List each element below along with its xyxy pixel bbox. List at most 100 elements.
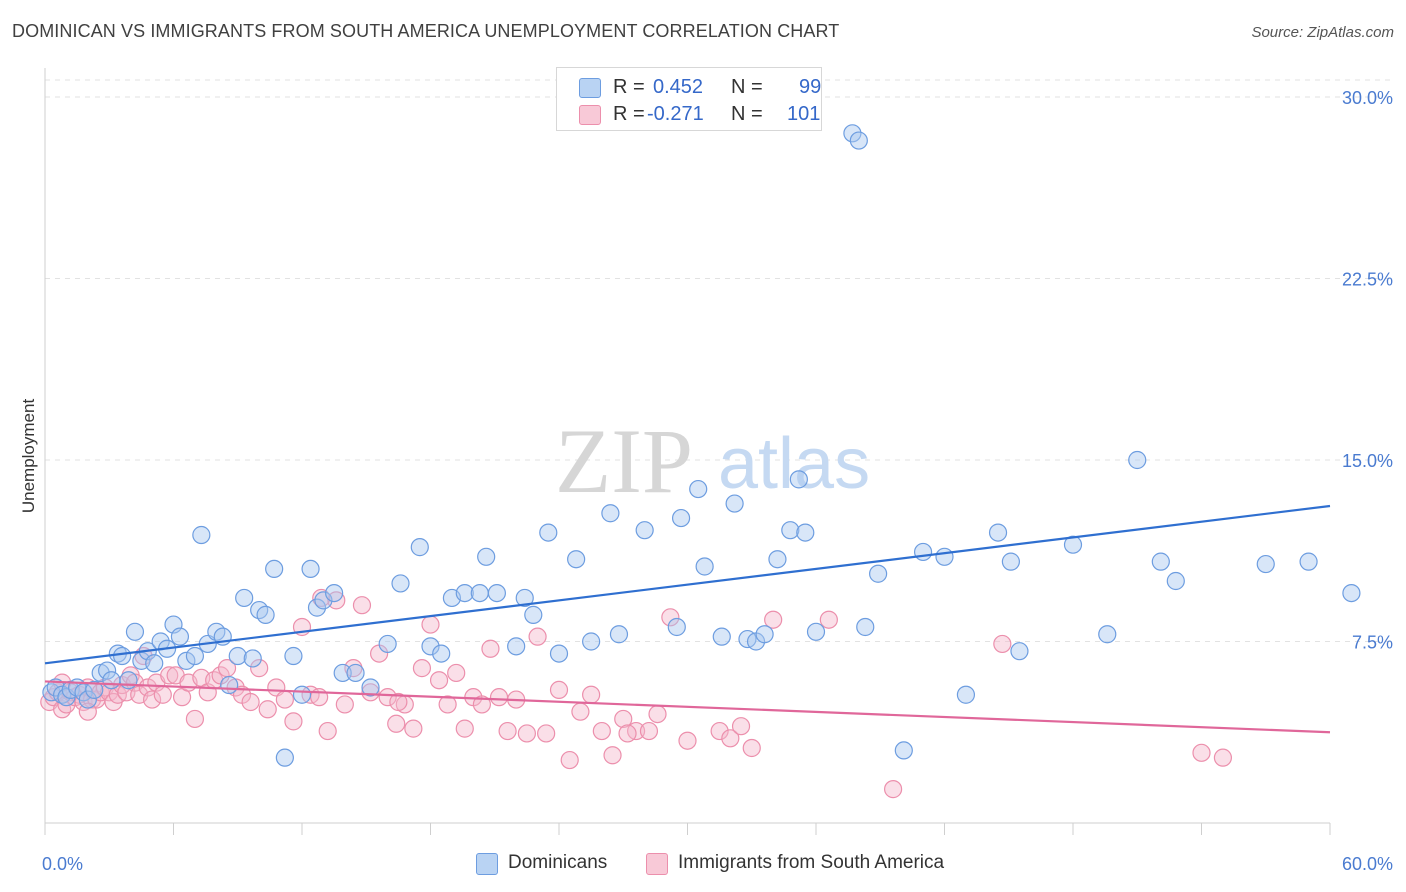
data-point bbox=[695, 557, 714, 576]
data-point bbox=[1001, 552, 1020, 571]
data-point bbox=[1128, 450, 1147, 470]
data-point bbox=[378, 634, 397, 654]
data-point bbox=[404, 719, 423, 738]
data-point bbox=[410, 538, 429, 557]
x-tick-label: 0.0% bbox=[42, 854, 83, 874]
data-point bbox=[391, 574, 410, 593]
data-point bbox=[177, 651, 196, 670]
data-point bbox=[883, 780, 903, 799]
data-point bbox=[721, 729, 740, 748]
data-point bbox=[318, 721, 337, 741]
data-point bbox=[325, 583, 344, 603]
data-point bbox=[806, 622, 826, 641]
bottom-legend-label: Immigrants from South America bbox=[678, 852, 945, 873]
data-point bbox=[661, 608, 680, 627]
data-point bbox=[185, 709, 205, 729]
data-point bbox=[549, 644, 569, 663]
data-point bbox=[472, 695, 491, 714]
data-point bbox=[1342, 583, 1361, 603]
legend: R = 0.452 N = 99 R = -0.271 N = 101 bbox=[556, 67, 822, 131]
data-point bbox=[993, 634, 1012, 654]
data-point bbox=[592, 721, 611, 741]
data-point bbox=[988, 523, 1008, 542]
data-point bbox=[228, 646, 247, 666]
legend-n-value: 101 bbox=[787, 103, 821, 125]
legend-swatch-blue bbox=[579, 78, 601, 98]
data-point bbox=[671, 508, 691, 528]
watermark-zip: ZIP bbox=[555, 410, 693, 512]
watermark: ZIP atlas bbox=[555, 410, 870, 512]
trend-line bbox=[44, 504, 1331, 665]
data-point bbox=[243, 649, 262, 668]
data-point bbox=[742, 738, 761, 758]
data-point bbox=[98, 661, 117, 680]
watermark-atlas: atlas bbox=[718, 424, 870, 504]
data-point bbox=[192, 525, 211, 545]
data-point bbox=[389, 692, 408, 712]
data-point bbox=[843, 124, 862, 143]
data-point bbox=[314, 591, 333, 610]
trend-line bbox=[44, 680, 1331, 734]
data-point bbox=[145, 654, 164, 673]
data-point bbox=[498, 721, 517, 741]
data-point bbox=[470, 583, 489, 603]
data-point bbox=[1098, 625, 1117, 644]
legend-n-label: N = bbox=[731, 103, 763, 125]
data-point bbox=[725, 494, 744, 513]
data-point bbox=[256, 605, 275, 624]
data-point bbox=[710, 721, 729, 741]
data-point bbox=[935, 547, 954, 566]
y-tick-label: 22.5% bbox=[1342, 270, 1393, 290]
data-point bbox=[447, 663, 466, 683]
data-point bbox=[352, 596, 372, 615]
data-point bbox=[1192, 743, 1211, 762]
x-tick-label: 60.0% bbox=[1342, 854, 1393, 874]
data-point bbox=[712, 627, 731, 646]
tick-labels: 7.5% 15.0% 22.5% 30.0% 0.0% 60.0% bbox=[42, 88, 1393, 874]
data-point bbox=[438, 695, 457, 714]
data-point bbox=[648, 704, 667, 724]
data-point bbox=[515, 588, 534, 608]
chart-source: Source: ZipAtlas.com bbox=[1251, 24, 1394, 41]
data-point bbox=[335, 695, 354, 714]
data-point bbox=[781, 521, 800, 540]
series-dominicans-points bbox=[42, 124, 1361, 767]
data-point bbox=[1299, 552, 1318, 571]
data-point bbox=[275, 690, 294, 709]
data-point bbox=[301, 559, 320, 579]
data-point bbox=[489, 688, 509, 707]
bottom-legend-swatch-blue bbox=[476, 853, 498, 875]
data-point bbox=[755, 625, 774, 644]
data-point bbox=[477, 547, 496, 566]
data-point bbox=[138, 678, 157, 697]
data-point bbox=[250, 659, 269, 678]
data-point bbox=[429, 671, 449, 690]
data-point bbox=[524, 605, 543, 624]
data-point bbox=[507, 637, 526, 656]
data-point bbox=[796, 523, 815, 542]
data-point bbox=[78, 690, 97, 709]
data-point bbox=[1256, 554, 1275, 574]
data-point bbox=[333, 663, 352, 683]
data-point bbox=[142, 690, 162, 709]
data-point bbox=[639, 721, 659, 741]
data-point bbox=[361, 683, 380, 702]
data-point bbox=[327, 591, 346, 610]
data-point bbox=[307, 598, 327, 617]
data-point bbox=[1213, 748, 1233, 767]
data-point bbox=[549, 680, 569, 700]
data-point bbox=[539, 523, 558, 542]
data-point bbox=[170, 627, 190, 646]
data-point bbox=[284, 712, 303, 731]
data-point bbox=[112, 646, 132, 666]
data-point bbox=[956, 685, 976, 704]
data-point bbox=[894, 741, 913, 760]
data-point bbox=[1151, 552, 1170, 571]
legend-r-label: R = bbox=[613, 76, 645, 98]
data-point bbox=[689, 479, 708, 499]
data-point bbox=[265, 559, 284, 579]
data-point bbox=[421, 615, 440, 634]
data-point bbox=[731, 717, 751, 736]
legend-swatch-pink bbox=[579, 105, 601, 125]
